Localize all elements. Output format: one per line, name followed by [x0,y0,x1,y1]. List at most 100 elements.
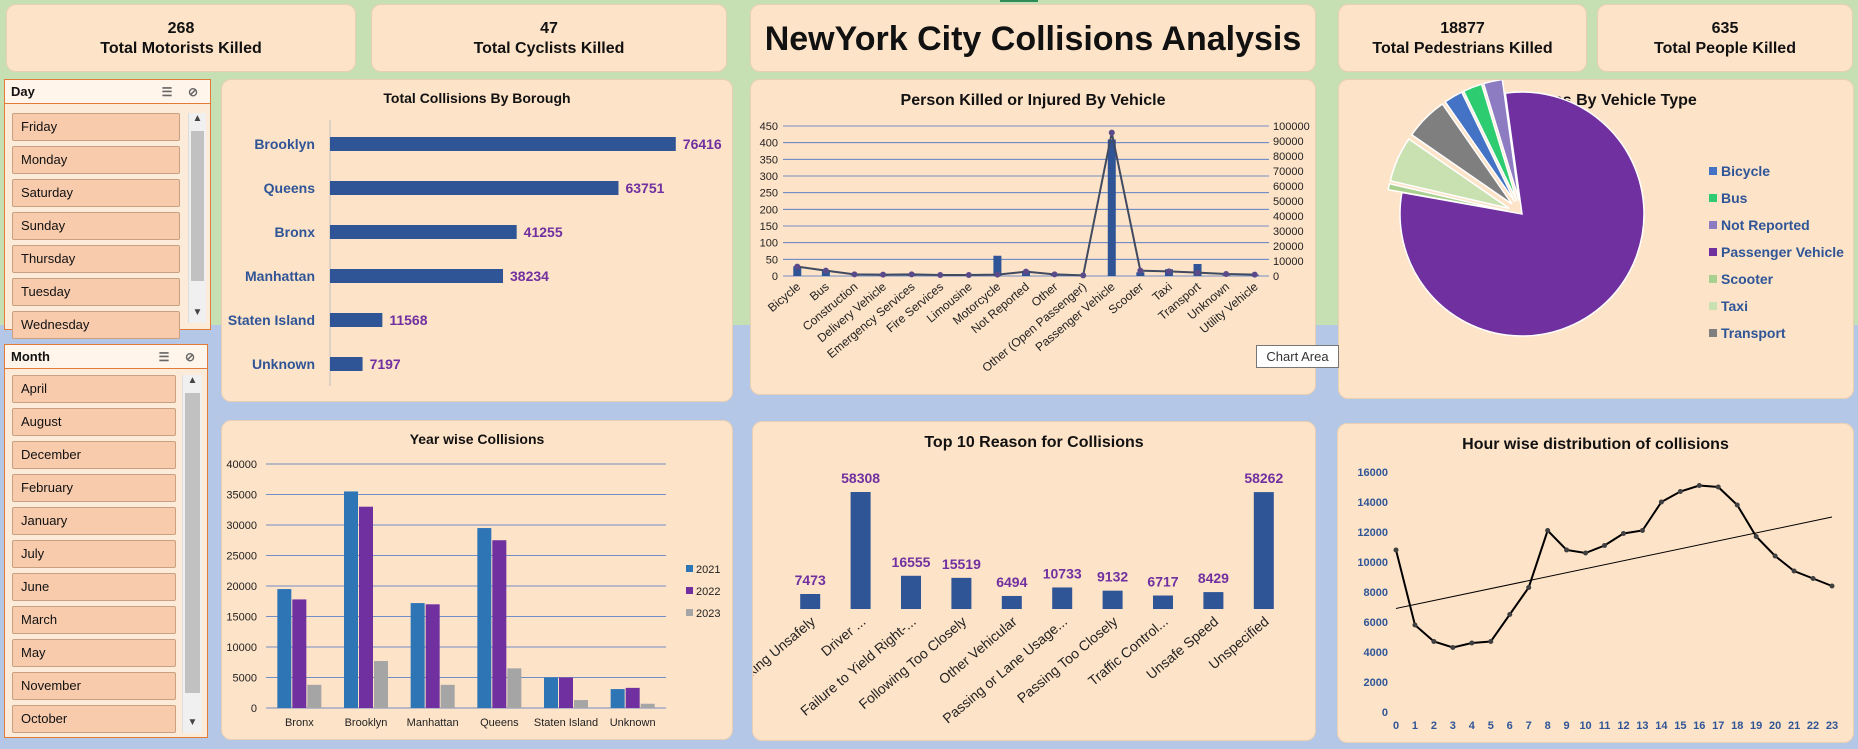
right-tick-label: 40000 [1273,211,1304,223]
year-chart-card[interactable]: Year wise Collisions 0 5000 10000 15000 2000… [221,420,733,740]
bar [477,528,492,708]
x-tick-label: 17 [1712,720,1724,732]
bar [850,492,871,609]
legend-swatch [1709,167,1717,175]
right-tick-label: 80000 [1273,151,1304,163]
bar [574,700,588,708]
day-slicer[interactable]: Day ☰ ⊘ Friday Monday Saturday Sunday Thursd… [4,79,211,339]
bar [544,677,558,708]
category-label: Manhattan [245,268,315,284]
slicer-item-april[interactable]: April [12,375,176,403]
x-tick-label: 21 [1788,720,1800,732]
x-tick-label: 7 [1526,720,1532,732]
data-label: 8429 [1198,570,1229,586]
clear-filter-icon[interactable]: ⊘ [184,349,196,364]
x-tick-label: 18 [1731,720,1743,732]
bar [625,687,640,708]
scroll-down-icon[interactable]: ▼ [187,717,198,728]
slicer-item-friday[interactable]: Friday [12,113,180,141]
scroll-thumb[interactable] [185,393,200,693]
day-slicer-title: Day [11,84,35,99]
tick-label: 2000 [1364,677,1388,689]
tick-label: 30000 [226,520,257,532]
left-tick-label: 50 [766,254,778,266]
line-point [908,271,915,278]
hour-chart-card[interactable]: Hour wise distribution of collisions 0 20… [1337,423,1854,743]
bar [374,661,388,708]
slicer-item-wednesday[interactable]: Wednesday [12,311,180,339]
legend-swatch [1709,329,1717,337]
tick-label: 15000 [226,612,257,624]
line-point [1393,547,1399,553]
category-label: Brooklyn [345,717,388,729]
series-line [797,132,1255,277]
multi-select-icon[interactable]: ☰ [158,349,170,364]
month-slicer-scrollbar[interactable]: ▲ ▼ [182,375,202,733]
right-tick-label: 10000 [1273,256,1304,268]
x-tick-label: 9 [1564,720,1570,732]
data-label: 15519 [942,556,981,572]
x-tick-label: 22 [1807,720,1819,732]
line-point [1620,531,1626,536]
slicer-item-december[interactable]: December [12,441,176,469]
slicer-item-june[interactable]: June [12,573,176,601]
reason-chart-card[interactable]: Top 10 Reason for Collisions 7473 Backing… [752,421,1316,741]
scroll-up-icon[interactable]: ▲ [187,375,198,386]
slicer-item-tuesday[interactable]: Tuesday [12,278,180,306]
data-label: 11568 [389,312,427,328]
slicer-item-monday[interactable]: Monday [12,146,180,174]
clear-filter-icon[interactable]: ⊘ [187,84,199,99]
pie-slice [1444,91,1516,203]
scroll-thumb[interactable] [191,131,204,281]
line-point [851,271,858,278]
category-label: Queens [480,717,519,729]
kpi-people-label: Total People Killed [1654,40,1796,57]
left-tick-label: 200 [760,204,778,216]
legend-swatch [1709,302,1717,310]
line-point [1488,639,1494,644]
vehicle-chart-card[interactable]: Person Killed or Injured By Vehicle 0 50 1… [750,79,1316,395]
kpi-people-value: 635 [1711,20,1739,37]
line-point [794,263,801,270]
line-point [1545,528,1551,533]
scroll-down-icon[interactable]: ▼ [192,307,203,318]
chart-area-tooltip: Chart Area [1256,345,1339,368]
line-point [1791,568,1797,574]
x-tick-label: 8 [1545,720,1551,732]
kpi-cyclists-value: 47 [540,20,558,37]
left-tick-label: 0 [772,271,778,283]
tick-label: 0 [1382,707,1388,719]
day-slicer-scrollbar[interactable]: ▲ ▼ [188,113,206,323]
multi-select-icon[interactable]: ☰ [161,84,173,99]
borough-chart-card[interactable]: Total Collisions By Borough Brooklyn 7641… [221,79,733,402]
slicer-item-october[interactable]: October [12,705,176,733]
left-tick-label: 400 [760,138,778,150]
line-point [994,271,1001,278]
slicer-item-may[interactable]: May [12,639,176,667]
bar [1203,592,1224,609]
year-chart-title: Year wise Collisions [409,431,545,447]
slicer-item-sunday[interactable]: Sunday [12,212,180,240]
vehicle-type-chart-card[interactable]: Collisions By Vehicle Type Bicycle Bus Not… [1338,79,1854,399]
month-slicer[interactable]: Month ☰ ⊘ April August December February Jan… [4,344,208,738]
slicer-item-november[interactable]: November [12,672,176,700]
category-label: Staten Island [228,312,315,328]
x-tick-label: 15 [1674,720,1686,732]
bar [1107,139,1116,276]
slicer-item-july[interactable]: July [12,540,176,568]
line-point [1564,547,1570,553]
right-tick-label: 50000 [1273,196,1304,208]
bar [330,313,383,327]
slicer-item-march[interactable]: March [12,606,176,634]
line-point [1023,268,1029,275]
scroll-up-icon[interactable]: ▲ [192,113,203,124]
slicer-item-thursday[interactable]: Thursday [12,245,180,273]
slicer-item-february[interactable]: February [12,474,176,502]
slicer-item-august[interactable]: August [12,408,176,436]
tick-label: 4000 [1364,647,1388,659]
line-point [1251,271,1258,278]
slicer-item-saturday[interactable]: Saturday [12,179,180,207]
right-tick-label: 20000 [1273,241,1304,253]
slicer-item-january[interactable]: January [12,507,176,535]
